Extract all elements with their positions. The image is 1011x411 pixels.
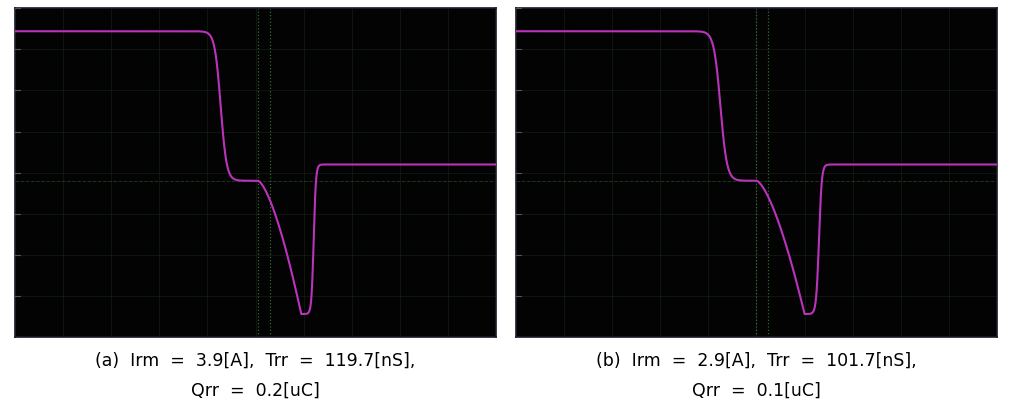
Text: (a)  Irm  =  3.9[A],  Trr  =  119.7[nS],: (a) Irm = 3.9[A], Trr = 119.7[nS],: [95, 351, 416, 369]
Text: (b)  Irm  =  2.9[A],  Trr  =  101.7[nS],: (b) Irm = 2.9[A], Trr = 101.7[nS],: [595, 351, 916, 369]
Text: Qrr  =  0.2[uC]: Qrr = 0.2[uC]: [191, 382, 319, 400]
Text: Qrr  =  0.1[uC]: Qrr = 0.1[uC]: [692, 382, 820, 400]
